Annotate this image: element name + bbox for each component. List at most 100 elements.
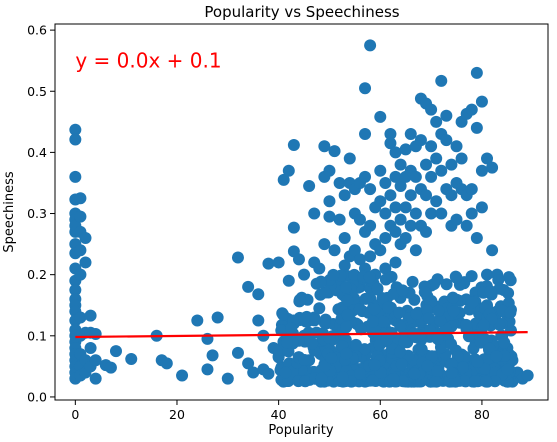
data-point	[428, 278, 441, 291]
data-point	[160, 357, 173, 370]
data-point	[465, 207, 478, 220]
data-point	[440, 134, 453, 147]
data-point	[221, 372, 234, 385]
data-point	[445, 338, 458, 351]
data-point	[293, 293, 306, 306]
data-point	[336, 371, 349, 384]
data-point	[319, 286, 332, 299]
data-point	[379, 207, 392, 220]
data-point	[323, 210, 336, 223]
data-point	[445, 366, 458, 379]
data-point	[89, 372, 102, 385]
data-point	[328, 244, 341, 257]
data-point	[475, 95, 488, 108]
y-axis-ticks: 0.0 0.1 0.2 0.3 0.4 0.5 0.6	[27, 23, 55, 404]
data-point	[242, 280, 255, 293]
data-point	[340, 347, 353, 360]
data-point	[299, 375, 312, 388]
data-point	[69, 123, 82, 136]
data-point	[104, 361, 117, 374]
data-point	[425, 103, 438, 116]
data-point	[366, 315, 379, 328]
data-point	[450, 271, 463, 284]
data-point	[490, 350, 503, 363]
data-point	[431, 365, 444, 378]
data-point	[394, 345, 407, 358]
data-point	[435, 164, 448, 177]
data-point	[338, 231, 351, 244]
data-point	[431, 332, 444, 345]
data-point	[231, 346, 244, 359]
data-point	[247, 366, 260, 379]
data-point	[471, 356, 484, 368]
y-tick-label: 0.0	[27, 389, 47, 404]
data-point	[323, 164, 336, 177]
data-point	[327, 268, 340, 281]
data-point	[379, 262, 392, 275]
data-point	[176, 369, 189, 382]
data-point	[252, 288, 265, 301]
chart-title: Popularity vs Speechiness	[204, 3, 399, 21]
data-point	[425, 350, 438, 363]
data-point	[501, 363, 514, 376]
data-point	[282, 274, 295, 287]
data-point	[364, 183, 377, 196]
data-point	[480, 375, 493, 388]
data-point	[450, 213, 463, 226]
data-point	[363, 271, 376, 284]
data-point	[389, 225, 402, 238]
data-point	[191, 314, 204, 327]
data-point	[429, 375, 442, 388]
data-point	[393, 306, 406, 319]
data-point	[425, 140, 438, 153]
data-point	[445, 357, 458, 370]
data-point	[481, 152, 494, 165]
data-point	[440, 278, 453, 291]
data-point	[287, 221, 300, 234]
data-point	[404, 128, 417, 141]
data-point	[341, 308, 354, 321]
y-axis-label: Speechiness	[2, 171, 17, 253]
data-point	[394, 213, 407, 226]
data-point	[425, 207, 438, 220]
data-point	[409, 244, 422, 257]
data-point	[434, 314, 447, 327]
data-point	[333, 176, 346, 189]
data-point	[446, 291, 459, 304]
data-point	[318, 140, 331, 153]
data-point	[409, 207, 422, 220]
data-point	[450, 140, 463, 153]
data-point	[399, 143, 412, 156]
data-point	[481, 268, 494, 281]
data-point	[262, 257, 275, 270]
data-point	[348, 244, 361, 257]
data-point	[477, 319, 490, 332]
y-tick-label: 0.4	[27, 145, 47, 160]
data-point	[84, 309, 97, 322]
data-point	[69, 170, 82, 183]
data-point	[354, 367, 366, 380]
data-point	[343, 152, 356, 165]
plot-area-frame	[54, 23, 549, 401]
data-point	[414, 134, 427, 147]
data-point	[359, 170, 372, 183]
data-point	[399, 231, 412, 244]
data-point	[74, 210, 87, 223]
data-point	[465, 270, 478, 283]
data-point	[333, 213, 346, 226]
data-point	[504, 306, 517, 319]
data-point	[521, 369, 534, 382]
data-point	[389, 146, 402, 159]
data-point	[435, 207, 448, 220]
data-point	[410, 308, 423, 321]
data-point	[408, 367, 421, 380]
x-tick-label: 60	[372, 407, 388, 422]
data-point	[504, 274, 517, 287]
data-point	[74, 311, 87, 324]
data-point	[379, 231, 392, 244]
data-point	[364, 219, 377, 232]
data-point	[466, 296, 479, 309]
data-point	[125, 353, 138, 366]
data-point	[282, 164, 295, 177]
